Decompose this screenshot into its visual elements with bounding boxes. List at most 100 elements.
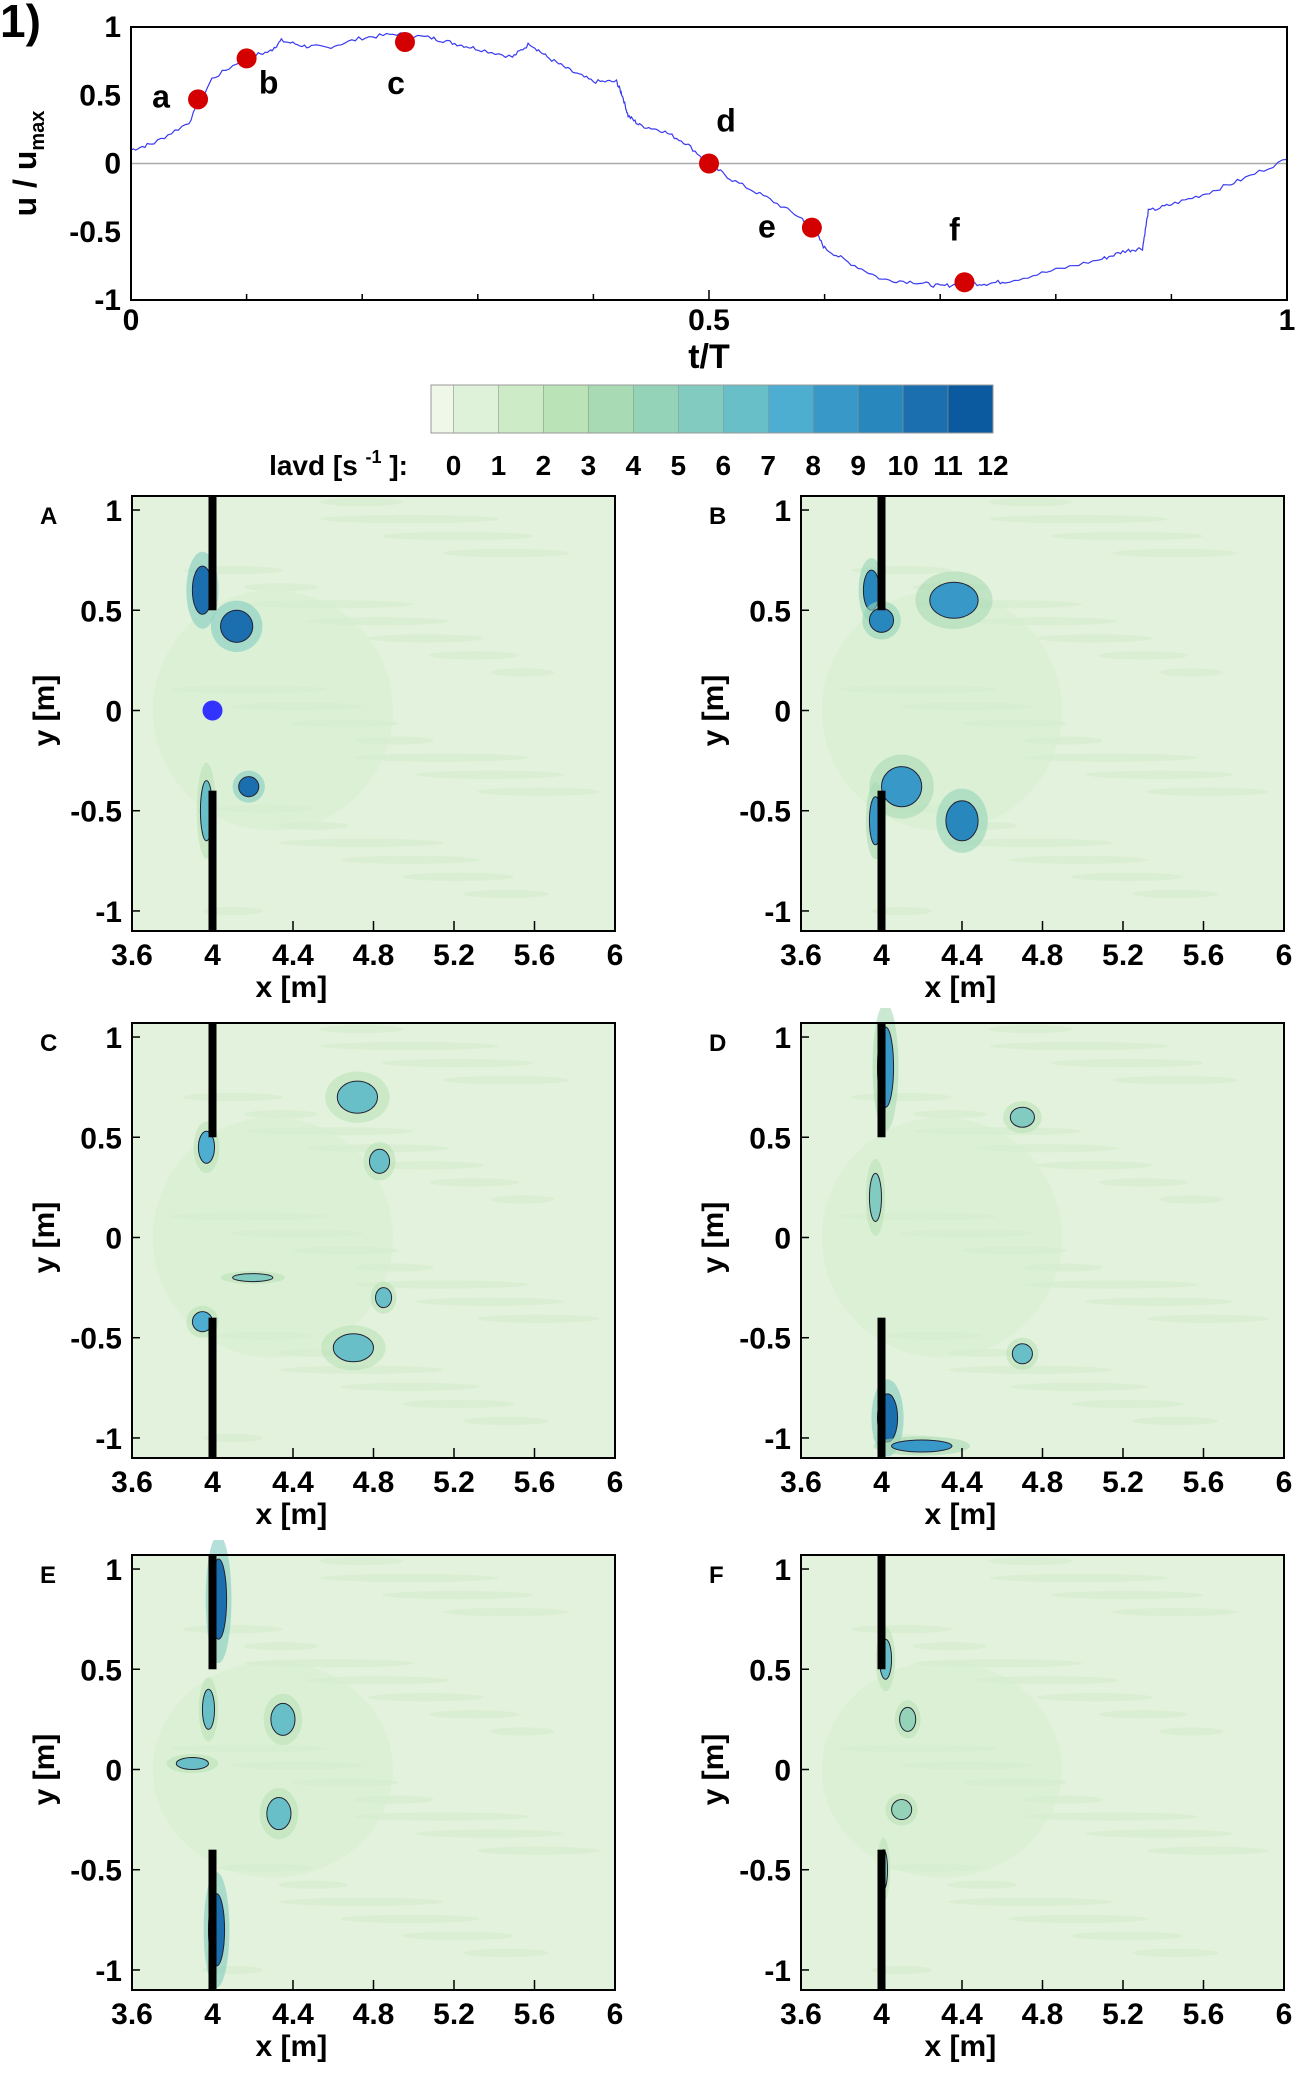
wall-upper xyxy=(208,1555,217,1670)
field-streak xyxy=(1023,1812,1198,1821)
marker-label-b: b xyxy=(259,64,279,100)
y-tick-label: -0.5 xyxy=(70,1855,122,1888)
y-tick-label: 1 xyxy=(105,1554,122,1587)
x-tick-label: 5.2 xyxy=(1102,939,1144,972)
marker-f xyxy=(954,272,975,293)
x-tick-label: 5.6 xyxy=(514,939,556,972)
colorbar-tick-label: 12 xyxy=(977,450,1008,481)
colorbar-segment xyxy=(857,384,904,434)
wall-lower xyxy=(208,1317,217,1458)
colorbar-segment xyxy=(767,384,814,434)
x-tick-label: 4.4 xyxy=(941,1998,983,2031)
x-tick-label: 5.6 xyxy=(514,1466,556,1499)
x-tick-label: 3.6 xyxy=(111,1998,153,2031)
x-tick-label: 6 xyxy=(1276,939,1293,972)
x-tick-label: 3.6 xyxy=(780,1466,822,1499)
field-streak xyxy=(490,668,555,677)
y-tick-label: -0.5 xyxy=(70,796,122,829)
wall-upper xyxy=(877,1023,886,1138)
x-tick-label: 4.8 xyxy=(1022,1466,1064,1499)
vortex-core xyxy=(945,800,979,842)
y-tick-label: 0 xyxy=(105,695,122,728)
field-streak xyxy=(320,515,499,524)
field-streak xyxy=(988,1025,1073,1034)
field-streak xyxy=(1036,634,1153,643)
marker-b xyxy=(236,48,257,69)
x-tick-label: 4 xyxy=(873,1466,890,1499)
field-streak xyxy=(402,872,515,881)
field-streak xyxy=(948,838,1113,847)
field-streak xyxy=(1036,1161,1153,1170)
y-tick-label: 0 xyxy=(774,1222,791,1255)
y-axis-label: u / umax xyxy=(7,111,49,217)
y-tick-label: -0.5 xyxy=(739,1855,791,1888)
colorbar-tick-label: 5 xyxy=(670,450,686,481)
field-wake xyxy=(821,1661,1062,1878)
colorbar-segment xyxy=(543,384,589,434)
y-tick-label: 0 xyxy=(774,695,791,728)
colorbar-tick-label: 3 xyxy=(581,450,597,481)
field-streak xyxy=(1071,1399,1184,1408)
wall-upper xyxy=(208,1023,217,1138)
y-tick-label: 1 xyxy=(774,1022,791,1055)
field-streak xyxy=(851,1093,952,1102)
vortex-core xyxy=(332,1333,374,1363)
field-streak xyxy=(367,1161,484,1170)
field-streak xyxy=(320,1574,499,1583)
field-streak xyxy=(182,1625,283,1634)
y-tick-label: 1 xyxy=(105,1022,122,1055)
y-tick-label: 0 xyxy=(105,1222,122,1255)
y-tick-label: 1 xyxy=(104,11,121,44)
field-streak xyxy=(402,1399,515,1408)
field-streak xyxy=(1009,1382,1148,1391)
field-streak xyxy=(871,1965,932,1974)
x-tick-label: 5.6 xyxy=(1183,1466,1225,1499)
colorbar-frame xyxy=(430,384,994,434)
field-streak xyxy=(243,1110,318,1119)
field-streak xyxy=(989,1574,1168,1583)
vortex-core xyxy=(891,1799,913,1821)
field-streak xyxy=(912,1642,987,1651)
field-streak xyxy=(279,1365,444,1374)
marker-label-d: d xyxy=(716,103,736,139)
field-streak xyxy=(367,1693,484,1702)
field-streak xyxy=(429,1710,520,1719)
field-streak xyxy=(1071,872,1184,881)
panel-D: 3.6 4 4.4 4.8 5.2 5.6 6 1 0.5 0 -0.5 -1 x [m] y [m] D xyxy=(697,1008,1293,1531)
field-streak xyxy=(1112,1076,1239,1085)
field-streak xyxy=(948,1365,1113,1374)
field-streak xyxy=(1085,770,1234,779)
field-streak xyxy=(1159,1727,1224,1736)
field-streak xyxy=(1146,1314,1269,1323)
vortex-core xyxy=(220,609,254,643)
field-streak xyxy=(1098,1710,1189,1719)
x-tick-label: 4.8 xyxy=(353,939,395,972)
x-tick-label: 6 xyxy=(1276,1466,1293,1499)
field-streak xyxy=(1132,889,1219,898)
field-streak xyxy=(490,1195,555,1204)
y-tick-label: -1 xyxy=(95,1423,122,1456)
field-streak xyxy=(1085,1829,1234,1838)
field-streak xyxy=(243,1642,318,1651)
field-streak xyxy=(1023,753,1198,762)
x-tick-label: 5.6 xyxy=(1183,939,1225,972)
y-axis-label: y [m] xyxy=(697,675,730,747)
field-streak xyxy=(1098,651,1189,660)
colorbar-segment xyxy=(430,384,454,434)
vortex-core xyxy=(899,1706,917,1732)
colorbar-segment xyxy=(722,384,769,434)
field-streak xyxy=(279,838,444,847)
y-tick-label: -1 xyxy=(95,1955,122,1988)
field-streak xyxy=(202,1433,263,1442)
field-streak xyxy=(382,1591,535,1600)
field-streak xyxy=(443,1076,570,1085)
x-tick-label: 5.2 xyxy=(433,939,475,972)
x-tick-label: 4 xyxy=(204,939,221,972)
field-streak xyxy=(340,855,479,864)
field-streak xyxy=(948,1897,1113,1906)
vortex-core xyxy=(270,1702,296,1736)
field-streak xyxy=(429,651,520,660)
probe-point xyxy=(202,700,223,721)
vortex-core xyxy=(197,1130,216,1164)
field-streak xyxy=(947,1880,1018,1889)
